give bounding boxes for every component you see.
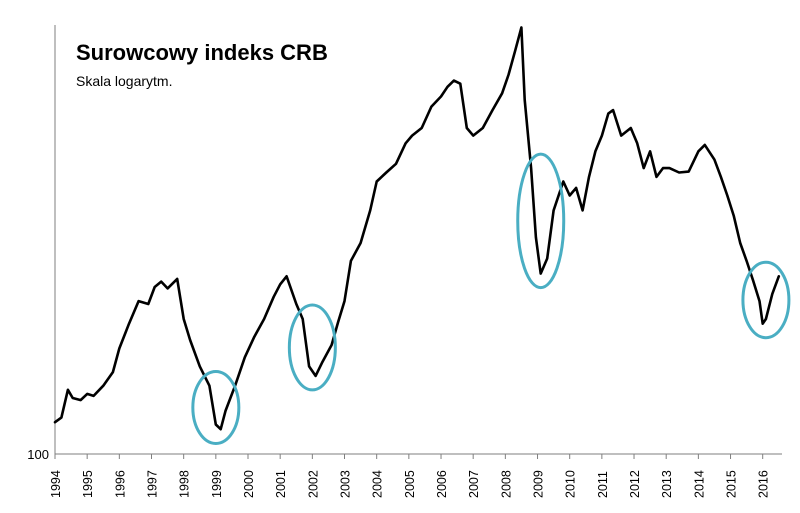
x-tick-label: 1996 xyxy=(113,470,127,498)
chart-title: Surowcowy indeks CRB xyxy=(76,40,328,65)
x-tick-label: 1998 xyxy=(178,470,192,498)
x-tick-label: 2010 xyxy=(564,470,578,498)
x-tick-label: 2001 xyxy=(274,470,288,498)
x-tick-label: 2011 xyxy=(596,471,610,498)
chart-subtitle: Skala logarytm. xyxy=(76,73,173,89)
highlight-ellipse xyxy=(516,152,566,290)
x-tick-label: 2004 xyxy=(371,470,385,498)
highlight-ellipse xyxy=(741,260,791,340)
x-tick-label: 2002 xyxy=(306,470,320,498)
x-tick-label: 2006 xyxy=(435,470,449,498)
x-tick-label: 1994 xyxy=(49,470,63,498)
x-tick-label: 2012 xyxy=(628,470,642,498)
axes xyxy=(54,25,782,455)
series-line xyxy=(53,26,781,431)
highlight-ellipse xyxy=(287,303,337,392)
x-tick-label: 2015 xyxy=(725,470,739,498)
x-tick-label: 1999 xyxy=(210,470,224,498)
x-tick-label: 2016 xyxy=(757,470,771,498)
x-tick-label: 2008 xyxy=(499,470,513,498)
x-tick-label: 2005 xyxy=(403,470,417,498)
x-tick-label: 2009 xyxy=(532,470,546,498)
x-tick-label: 2014 xyxy=(692,470,706,498)
annotation-layer xyxy=(191,152,791,445)
x-tick-label: 2013 xyxy=(660,470,674,498)
series-layer xyxy=(53,26,781,431)
highlight-ellipse xyxy=(191,369,241,445)
x-tick-label: 1997 xyxy=(146,470,160,498)
x-tick-label: 2007 xyxy=(467,470,481,498)
y-tick-label: 100 xyxy=(27,447,49,462)
x-tick-label: 2000 xyxy=(242,470,256,498)
x-tick-label: 1995 xyxy=(81,470,95,498)
x-tick-label: 2003 xyxy=(339,470,353,498)
